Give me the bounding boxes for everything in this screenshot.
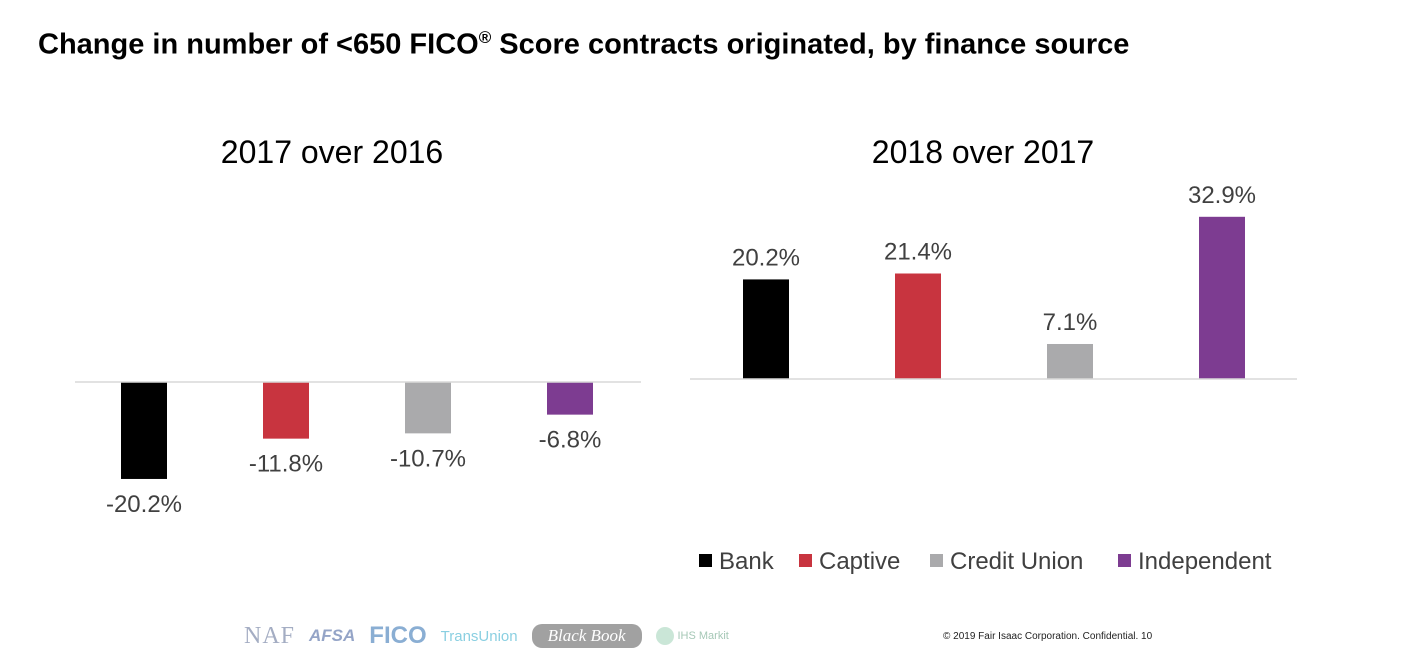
bar-credit-union (405, 382, 451, 434)
globe-icon (655, 627, 674, 645)
chart-title: 2018 over 2017 (872, 134, 1094, 170)
black-book-logo: Black Book (531, 624, 642, 648)
legend-swatch (930, 554, 943, 567)
legend-swatch (1118, 554, 1131, 567)
copyright: © 2019 Fair Isaac Corporation. Confident… (943, 631, 1153, 642)
naf-logo: NAF (244, 622, 296, 649)
slide-title: Change in number of <650 FICO® Score con… (38, 28, 1130, 61)
partner-logos: NAF AFSA FICO TransUnion Black Book IHS … (244, 620, 729, 652)
bar-captive (895, 273, 941, 379)
legend-label: Credit Union (950, 548, 1083, 575)
data-label: -10.7% (390, 445, 466, 472)
transunion-logo: TransUnion (440, 627, 518, 645)
legend-swatch (799, 554, 812, 567)
legend-label: Independent (1138, 548, 1272, 575)
bar-bank (121, 382, 167, 479)
data-label: -6.8% (539, 427, 602, 454)
bar-bank (743, 279, 789, 379)
fico-logo: FICO (369, 622, 427, 649)
legend-label: Captive (819, 548, 900, 575)
data-label: 32.9% (1188, 182, 1256, 209)
data-label: -11.8% (249, 451, 323, 478)
data-label: 7.1% (1043, 309, 1098, 336)
bar-independent (1199, 216, 1245, 379)
bar-independent (547, 382, 593, 415)
chart-title: 2017 over 2016 (221, 134, 443, 170)
legend-label: Bank (719, 548, 775, 575)
data-label: -20.2% (106, 491, 182, 518)
bar-credit-union (1047, 343, 1093, 379)
legend-swatch (699, 554, 712, 567)
bar-captive (263, 382, 309, 439)
data-label: 20.2% (732, 244, 800, 271)
afsa-logo: AFSA (309, 626, 356, 645)
ihs-markit-logo: IHS Markit (655, 627, 729, 645)
data-label: 21.4% (884, 238, 952, 265)
